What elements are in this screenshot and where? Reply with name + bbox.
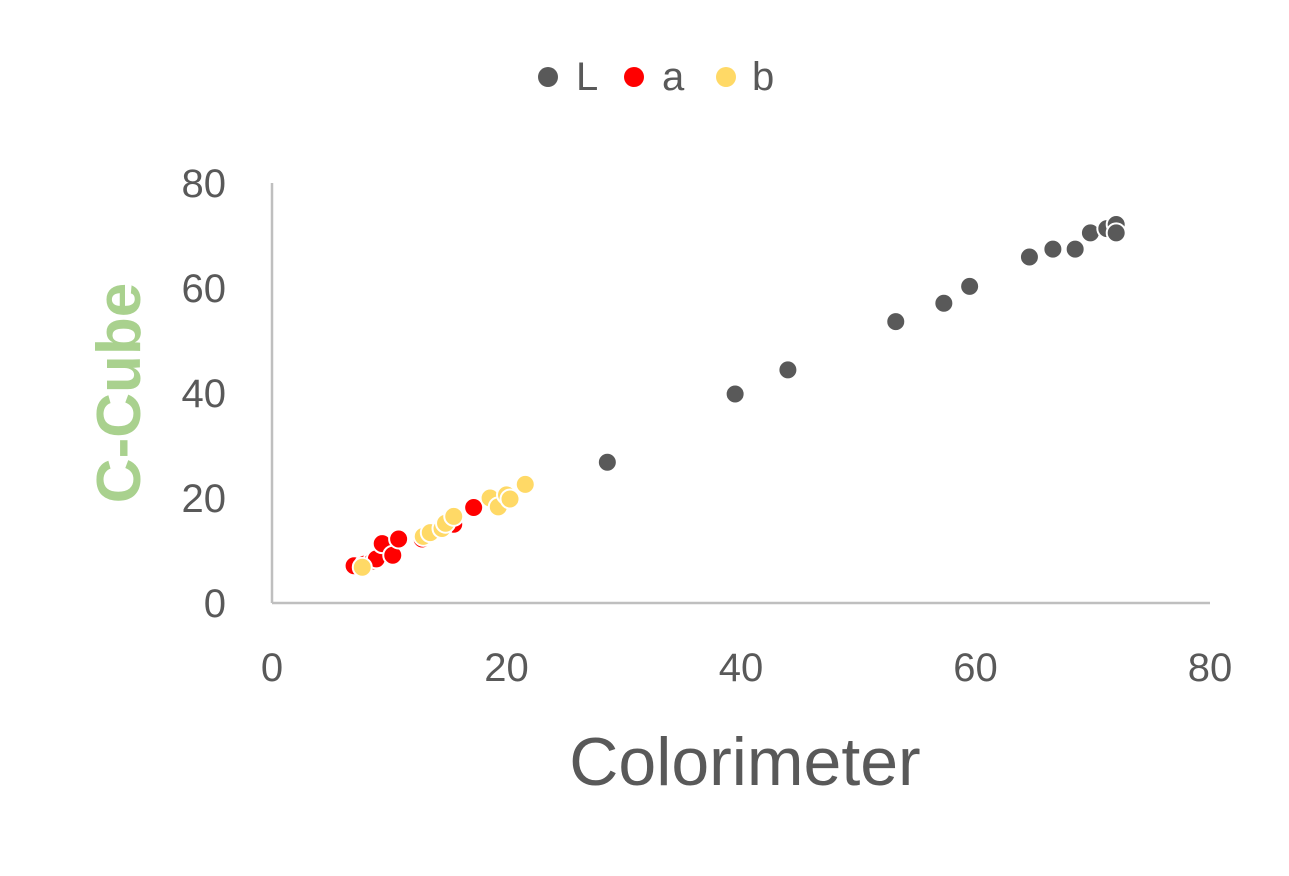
data-point-L <box>885 311 907 333</box>
legend-label: a <box>662 55 685 99</box>
data-point-L <box>596 451 618 473</box>
legend-marker <box>624 67 644 87</box>
data-point-L <box>777 359 799 381</box>
y-axis-title: C-Cube <box>85 283 154 503</box>
x-tick-label: 60 <box>953 646 998 690</box>
data-point-a <box>388 528 410 550</box>
x-tick-label: 0 <box>261 646 283 690</box>
data-point-b <box>351 556 373 578</box>
legend-label: L <box>576 55 598 99</box>
data-point-L <box>1105 222 1127 244</box>
y-tick-labels: 0 20 40 60 80 <box>182 162 227 626</box>
data-point-L <box>1042 238 1064 260</box>
y-tick-label: 20 <box>182 477 227 521</box>
x-tick-label: 80 <box>1188 646 1233 690</box>
data-point-a <box>463 496 485 518</box>
data-point-L <box>1064 238 1086 260</box>
y-tick-label: 80 <box>182 162 227 206</box>
y-tick-label: 0 <box>204 582 226 626</box>
data-point-b <box>443 505 465 527</box>
data-points <box>343 213 1127 578</box>
legend-item-b: b <box>716 55 774 99</box>
x-tick-label: 20 <box>484 646 529 690</box>
legend-label: b <box>752 55 774 99</box>
data-point-L <box>1018 246 1040 268</box>
legend-marker <box>716 67 736 87</box>
data-point-b <box>514 473 536 495</box>
data-point-L <box>933 292 955 314</box>
data-point-L <box>724 383 746 405</box>
x-tick-label: 40 <box>719 646 764 690</box>
series-b <box>351 473 536 578</box>
legend-item-a: a <box>624 55 685 99</box>
legend-marker <box>538 67 558 87</box>
x-tick-labels: 0 20 40 60 80 <box>261 646 1232 690</box>
y-tick-label: 40 <box>182 372 227 416</box>
legend-item-L: L <box>538 55 598 99</box>
x-axis-title: Colorimeter <box>569 724 920 800</box>
y-tick-label: 60 <box>182 267 227 311</box>
axes <box>270 183 1210 605</box>
data-point-b <box>499 488 521 510</box>
data-point-L <box>959 275 981 297</box>
series-L <box>596 213 1127 473</box>
